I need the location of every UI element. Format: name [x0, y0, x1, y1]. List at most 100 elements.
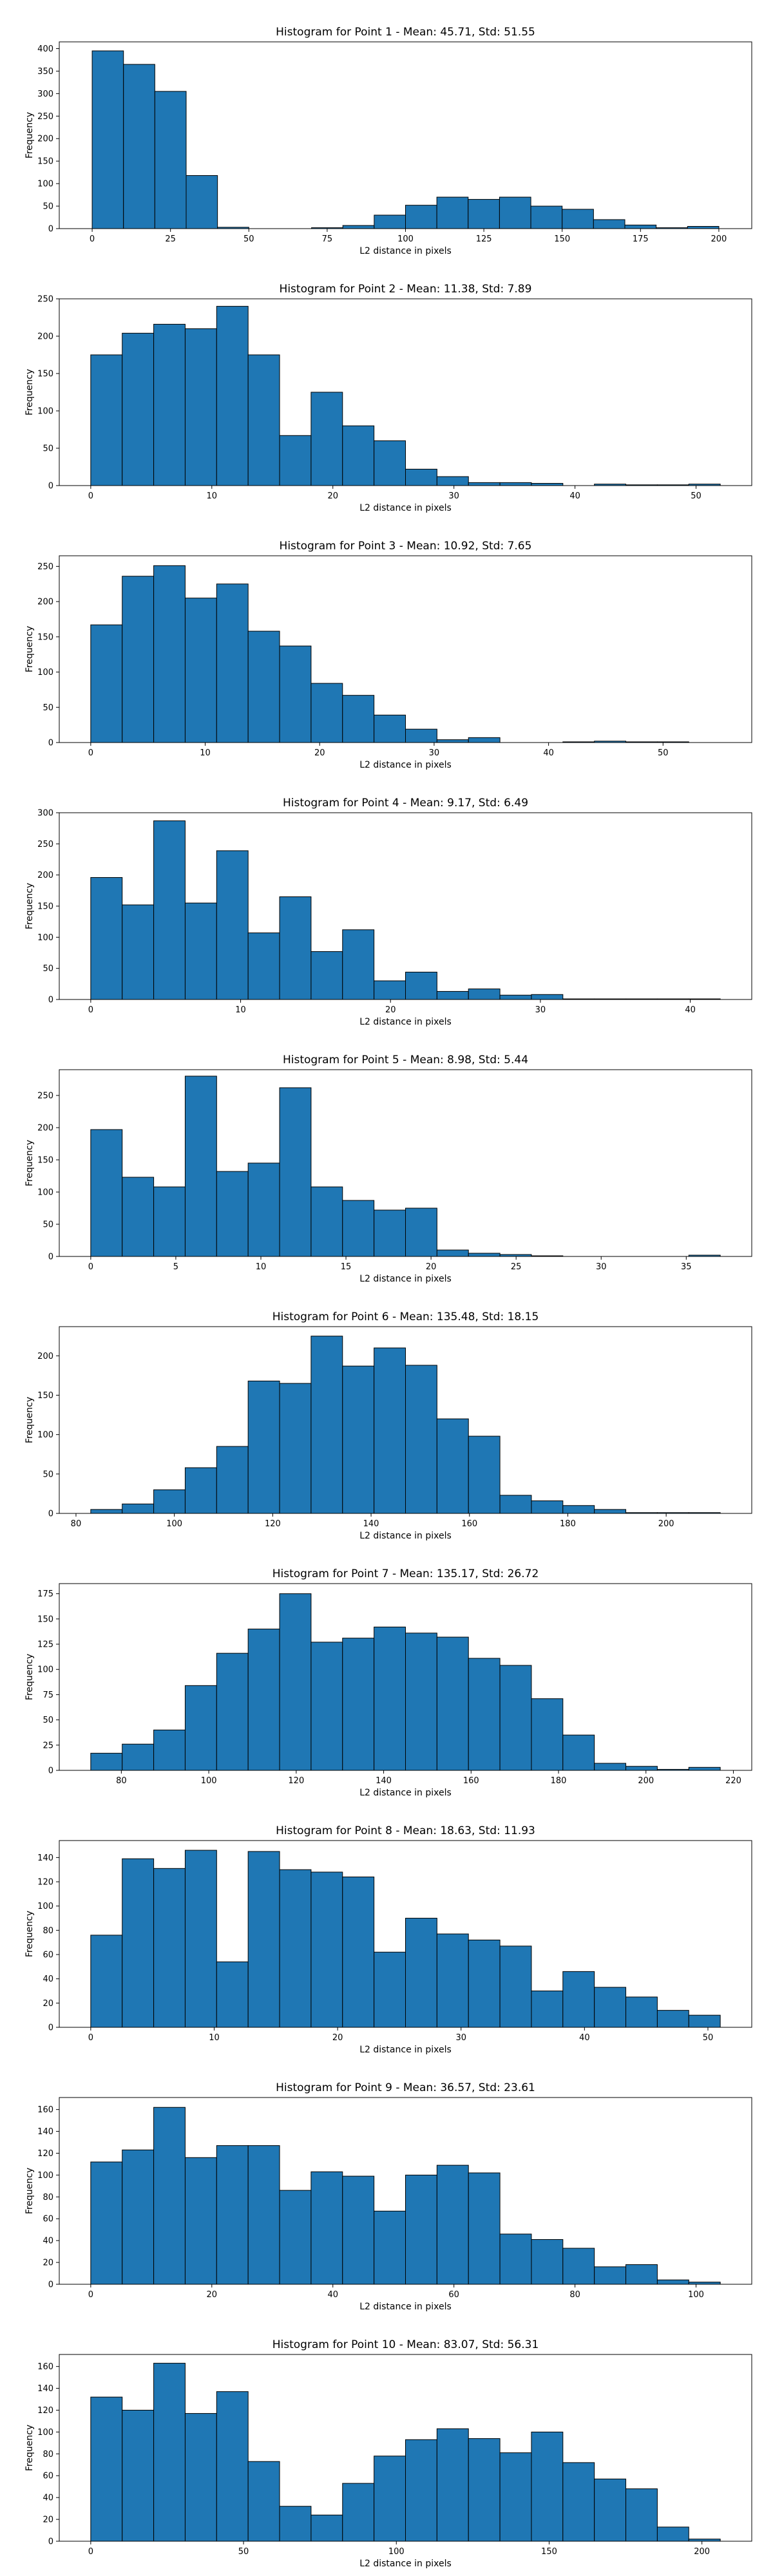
histogram-panel-3: Histogram for Point 3 - Mean: 10.92, Std… [24, 540, 752, 770]
histogram-bar [310, 392, 343, 486]
histogram-bar [405, 728, 437, 743]
histogram-bar [562, 1505, 595, 1514]
histogram-bar [216, 2145, 249, 2285]
y-tick-label: 200 [37, 871, 53, 880]
plot-frame [59, 555, 752, 743]
histogram-bar [499, 1946, 532, 2028]
histogram-bar [310, 1642, 343, 1771]
histogram-bar [436, 196, 469, 229]
x-tick-label: 0 [88, 2547, 93, 2557]
y-tick-label: 150 [37, 1391, 53, 1401]
x-tick-label: 150 [541, 2547, 557, 2557]
y-tick-label: 250 [37, 295, 53, 305]
histogram-bar [279, 1087, 312, 1257]
y-tick-label: 20 [43, 2259, 53, 2268]
y-tick-label: 50 [43, 1716, 53, 1725]
y-axis-label: Frequency [24, 369, 35, 415]
y-tick-label: 40 [43, 1975, 53, 1984]
histogram-bar [122, 904, 155, 1000]
histogram-bar [184, 1685, 217, 1771]
histogram-bar [499, 482, 532, 486]
y-tick-label: 250 [37, 840, 53, 849]
x-tick-label: 20 [327, 491, 338, 501]
y-tick-label: 80 [43, 2450, 53, 2459]
histogram-bar [688, 1766, 721, 1771]
x-tick-label: 10 [200, 748, 211, 758]
y-tick-label: 20 [43, 1999, 53, 2009]
x-tick-label: 120 [265, 1519, 281, 1529]
y-axis-label: Frequency [24, 2168, 35, 2214]
y-tick-label: 150 [37, 632, 53, 642]
histogram-bar [122, 2409, 155, 2542]
chart-title: Histogram for Point 8 - Mean: 18.63, Std… [276, 1824, 535, 1837]
y-tick-label: 40 [43, 2494, 53, 2503]
y-tick-label: 0 [48, 2537, 53, 2547]
x-tick-label: 0 [88, 2290, 93, 2300]
y-tick-label: 100 [37, 2171, 53, 2181]
y-tick-label: 50 [43, 964, 53, 974]
histogram-bar [436, 990, 469, 1000]
x-tick-label: 150 [554, 234, 570, 244]
histogram-bar [562, 2462, 595, 2542]
histogram-bar [625, 1996, 658, 2028]
y-tick-label: 150 [37, 902, 53, 912]
x-tick-label: 35 [681, 1262, 692, 1272]
histogram-bar [90, 877, 123, 1000]
histogram-bar [499, 2452, 532, 2542]
y-tick-label: 100 [37, 933, 53, 943]
histogram-bar [279, 2506, 312, 2542]
x-axis-label: L2 distance in pixels [359, 1274, 452, 1284]
histogram-bar [625, 2264, 658, 2285]
histogram-bar [436, 2164, 469, 2285]
histogram-bar [436, 1636, 469, 1771]
histogram-bar [122, 1503, 155, 1514]
y-tick-label: 60 [43, 1951, 53, 1960]
histogram-panel-10: Histogram for Point 10 - Mean: 83.07, St… [24, 2338, 752, 2569]
histogram-bar [342, 2483, 375, 2542]
histogram-bar [468, 989, 501, 1000]
histogram-bar [374, 1626, 406, 1771]
x-tick-label: 30 [429, 748, 440, 758]
histogram-bar [342, 225, 375, 229]
histogram-bar [216, 850, 249, 1000]
plot-frame [59, 2097, 752, 2285]
histogram-bar [310, 683, 343, 743]
chart-title: Histogram for Point 10 - Mean: 83.07, St… [272, 2338, 539, 2351]
histogram-bar [247, 2145, 280, 2285]
x-tick-label: 30 [596, 1262, 607, 1272]
histogram-bar [154, 91, 187, 229]
y-tick-label: 400 [37, 44, 53, 54]
y-tick-label: 50 [43, 444, 53, 454]
y-axis-label: Frequency [24, 112, 35, 158]
histogram-bar [594, 2478, 627, 2542]
x-axis-label: L2 distance in pixels [359, 2045, 452, 2055]
histogram-bar [656, 2526, 689, 2542]
y-tick-label: 25 [43, 1741, 53, 1750]
histogram-bar [90, 2161, 123, 2285]
y-tick-label: 50 [43, 1220, 53, 1230]
histogram-bar [184, 1850, 217, 2028]
histogram-bar [374, 1347, 406, 1514]
y-tick-label: 200 [37, 135, 53, 144]
histogram-bar [436, 1249, 469, 1257]
y-tick-label: 50 [43, 1470, 53, 1479]
histogram-bar [310, 2171, 343, 2285]
plot-frame [59, 2354, 752, 2542]
histogram-panel-9: Histogram for Point 9 - Mean: 36.57, Std… [24, 2081, 752, 2312]
histogram-bar [247, 1380, 280, 1514]
y-tick-label: 100 [37, 2428, 53, 2438]
chart-title: Histogram for Point 1 - Mean: 45.71, Std… [276, 26, 535, 39]
y-tick-label: 80 [43, 1926, 53, 1936]
histogram-bar [468, 2438, 501, 2542]
histogram-bar [625, 2488, 658, 2542]
histogram-panel-8: Histogram for Point 8 - Mean: 18.63, Std… [24, 1824, 752, 2055]
histogram-bar [247, 1162, 280, 1257]
histogram-bar [153, 1868, 186, 2028]
histogram-bar [122, 1743, 155, 1771]
histogram-bar [688, 2282, 721, 2285]
plot-frame [59, 1326, 752, 1514]
histogram-bar [342, 1365, 375, 1514]
x-tick-label: 60 [448, 2290, 459, 2300]
histogram-bar [688, 2014, 721, 2028]
histogram-bar [91, 50, 124, 229]
